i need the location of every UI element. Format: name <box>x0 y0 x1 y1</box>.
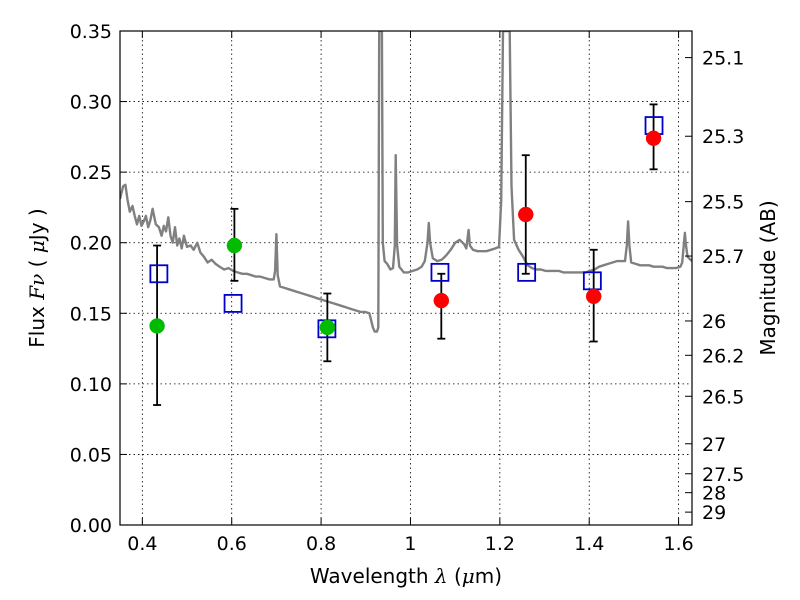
axis-ticks: 0.4 0.6 0.8 1 1.2 1.4 1.6 0.00 0.05 0.10 0.15 0.20 0… <box>70 21 745 555</box>
observed-photometry-point <box>149 318 165 334</box>
y-axis-label-unit-open: ( <box>25 253 49 274</box>
x-tick-label: 1.4 <box>574 533 604 555</box>
y2-tick-label: 25.3 <box>702 126 744 148</box>
x-tick-label: 0.8 <box>306 533 336 555</box>
plot-area <box>120 31 692 406</box>
x-axis-label: Wavelength λ (μm) <box>310 564 502 588</box>
y-tick-label: 0.20 <box>70 233 112 255</box>
y2-tick-label: 25.1 <box>702 48 744 70</box>
y-tick-label: 0.30 <box>70 92 112 114</box>
observed-photometry-point <box>585 288 602 305</box>
x-tick-label: 0.4 <box>127 533 157 555</box>
y2-tick-label: 26.5 <box>702 386 744 408</box>
y2-tick-label: 25.5 <box>702 192 744 214</box>
y2-tick-label: 28 <box>702 483 726 505</box>
x-tick-label: 1.2 <box>485 533 515 555</box>
observed-photometry-point <box>319 319 336 336</box>
y2-tick-label: 27 <box>702 434 726 456</box>
model-spectrum-line <box>120 31 692 333</box>
y-tick-label: 0.00 <box>70 515 112 537</box>
x-axis-label-unit-open: ( <box>448 564 462 588</box>
model-photometry-square <box>223 294 243 313</box>
y2-tick-label: 25.7 <box>702 246 744 268</box>
grid-lines <box>120 30 692 526</box>
y-axis-label-prefix: Flux <box>25 300 49 348</box>
plot-frame <box>119 30 693 526</box>
model-photometry-square <box>517 262 537 282</box>
observed-photometry-point <box>433 292 450 309</box>
model-photometry-square <box>149 264 169 284</box>
x-tick-label: 0.6 <box>217 533 247 555</box>
y2-tick-label: 26.2 <box>702 345 744 367</box>
y2-tick-label: 29 <box>702 502 726 524</box>
observed-photometry-point <box>226 237 243 254</box>
y-tick-label: 0.15 <box>70 303 112 325</box>
x-axis-label-prefix: Wavelength <box>310 564 435 588</box>
y-tick-label: 0.10 <box>70 374 112 396</box>
model-photometry-square <box>582 271 602 291</box>
y2-tick-label: 27.5 <box>702 464 744 486</box>
y-tick-label: 0.35 <box>70 21 112 43</box>
observed-photometry-point <box>518 206 534 223</box>
x-tick-label: 1 <box>404 533 416 555</box>
y-axis-label-unit-mu: μ <box>25 240 49 253</box>
y-tick-label: 0.25 <box>70 162 112 184</box>
y2-tick-label: 26 <box>702 311 726 333</box>
x-axis-label-symbol: λ <box>434 564 448 588</box>
model-photometry-square <box>430 262 450 282</box>
x-axis-label-unit-close: m) <box>475 564 502 588</box>
y2-axis-label: Magnitude (AB) <box>756 200 780 355</box>
y-axis-label-symbol: Fν <box>25 274 49 301</box>
y-axis-label: Flux Fν ( μJy ) <box>25 208 49 347</box>
x-tick-label: 1.6 <box>663 533 693 555</box>
x-axis-label-unit-mu: μ <box>462 564 475 588</box>
y-tick-label: 0.05 <box>70 444 112 466</box>
observed-photometry-point <box>645 130 662 147</box>
y-axis-label-unit-close: Jy ) <box>25 208 49 242</box>
